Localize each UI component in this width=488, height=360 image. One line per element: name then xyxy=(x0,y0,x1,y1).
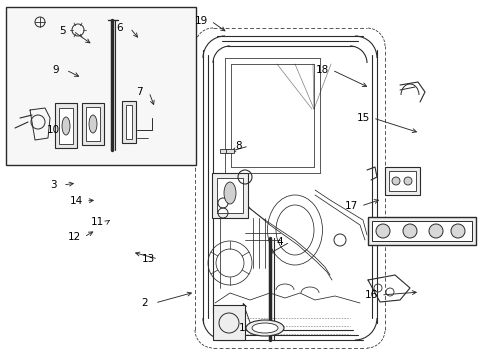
Bar xyxy=(59,108,73,144)
Bar xyxy=(82,103,104,145)
Bar xyxy=(122,101,136,143)
Bar xyxy=(371,221,471,241)
Text: 8: 8 xyxy=(235,141,242,151)
Text: 17: 17 xyxy=(344,201,357,211)
Text: 15: 15 xyxy=(356,113,369,123)
Text: 7: 7 xyxy=(135,87,142,97)
Bar xyxy=(126,105,132,139)
Text: 18: 18 xyxy=(315,65,328,75)
Text: 5: 5 xyxy=(60,26,66,36)
Bar xyxy=(55,103,77,148)
Ellipse shape xyxy=(224,182,236,204)
Text: 13: 13 xyxy=(141,254,154,264)
Text: 4: 4 xyxy=(276,237,283,247)
Text: 14: 14 xyxy=(69,196,82,206)
Circle shape xyxy=(375,224,389,238)
Circle shape xyxy=(403,177,411,185)
Ellipse shape xyxy=(245,320,284,336)
Circle shape xyxy=(450,224,464,238)
Bar xyxy=(225,149,234,153)
Circle shape xyxy=(391,177,399,185)
Bar xyxy=(217,178,243,213)
Bar xyxy=(212,173,247,218)
Text: 16: 16 xyxy=(364,290,377,300)
Text: 6: 6 xyxy=(117,23,123,33)
Text: 9: 9 xyxy=(53,65,59,75)
Ellipse shape xyxy=(62,117,70,135)
Bar xyxy=(384,167,419,195)
Bar xyxy=(6,7,196,165)
Text: 3: 3 xyxy=(50,180,56,190)
Bar xyxy=(388,171,415,191)
Ellipse shape xyxy=(89,115,97,133)
Bar xyxy=(213,305,244,340)
Text: 2: 2 xyxy=(142,298,148,308)
Circle shape xyxy=(428,224,442,238)
Bar xyxy=(86,107,100,141)
Text: 11: 11 xyxy=(90,217,103,227)
Circle shape xyxy=(402,224,416,238)
Bar xyxy=(220,149,227,153)
Text: 12: 12 xyxy=(67,232,81,242)
Text: 10: 10 xyxy=(46,125,60,135)
Bar xyxy=(367,217,475,245)
Text: 1: 1 xyxy=(238,323,245,333)
Text: 19: 19 xyxy=(194,16,207,26)
Ellipse shape xyxy=(251,323,278,333)
